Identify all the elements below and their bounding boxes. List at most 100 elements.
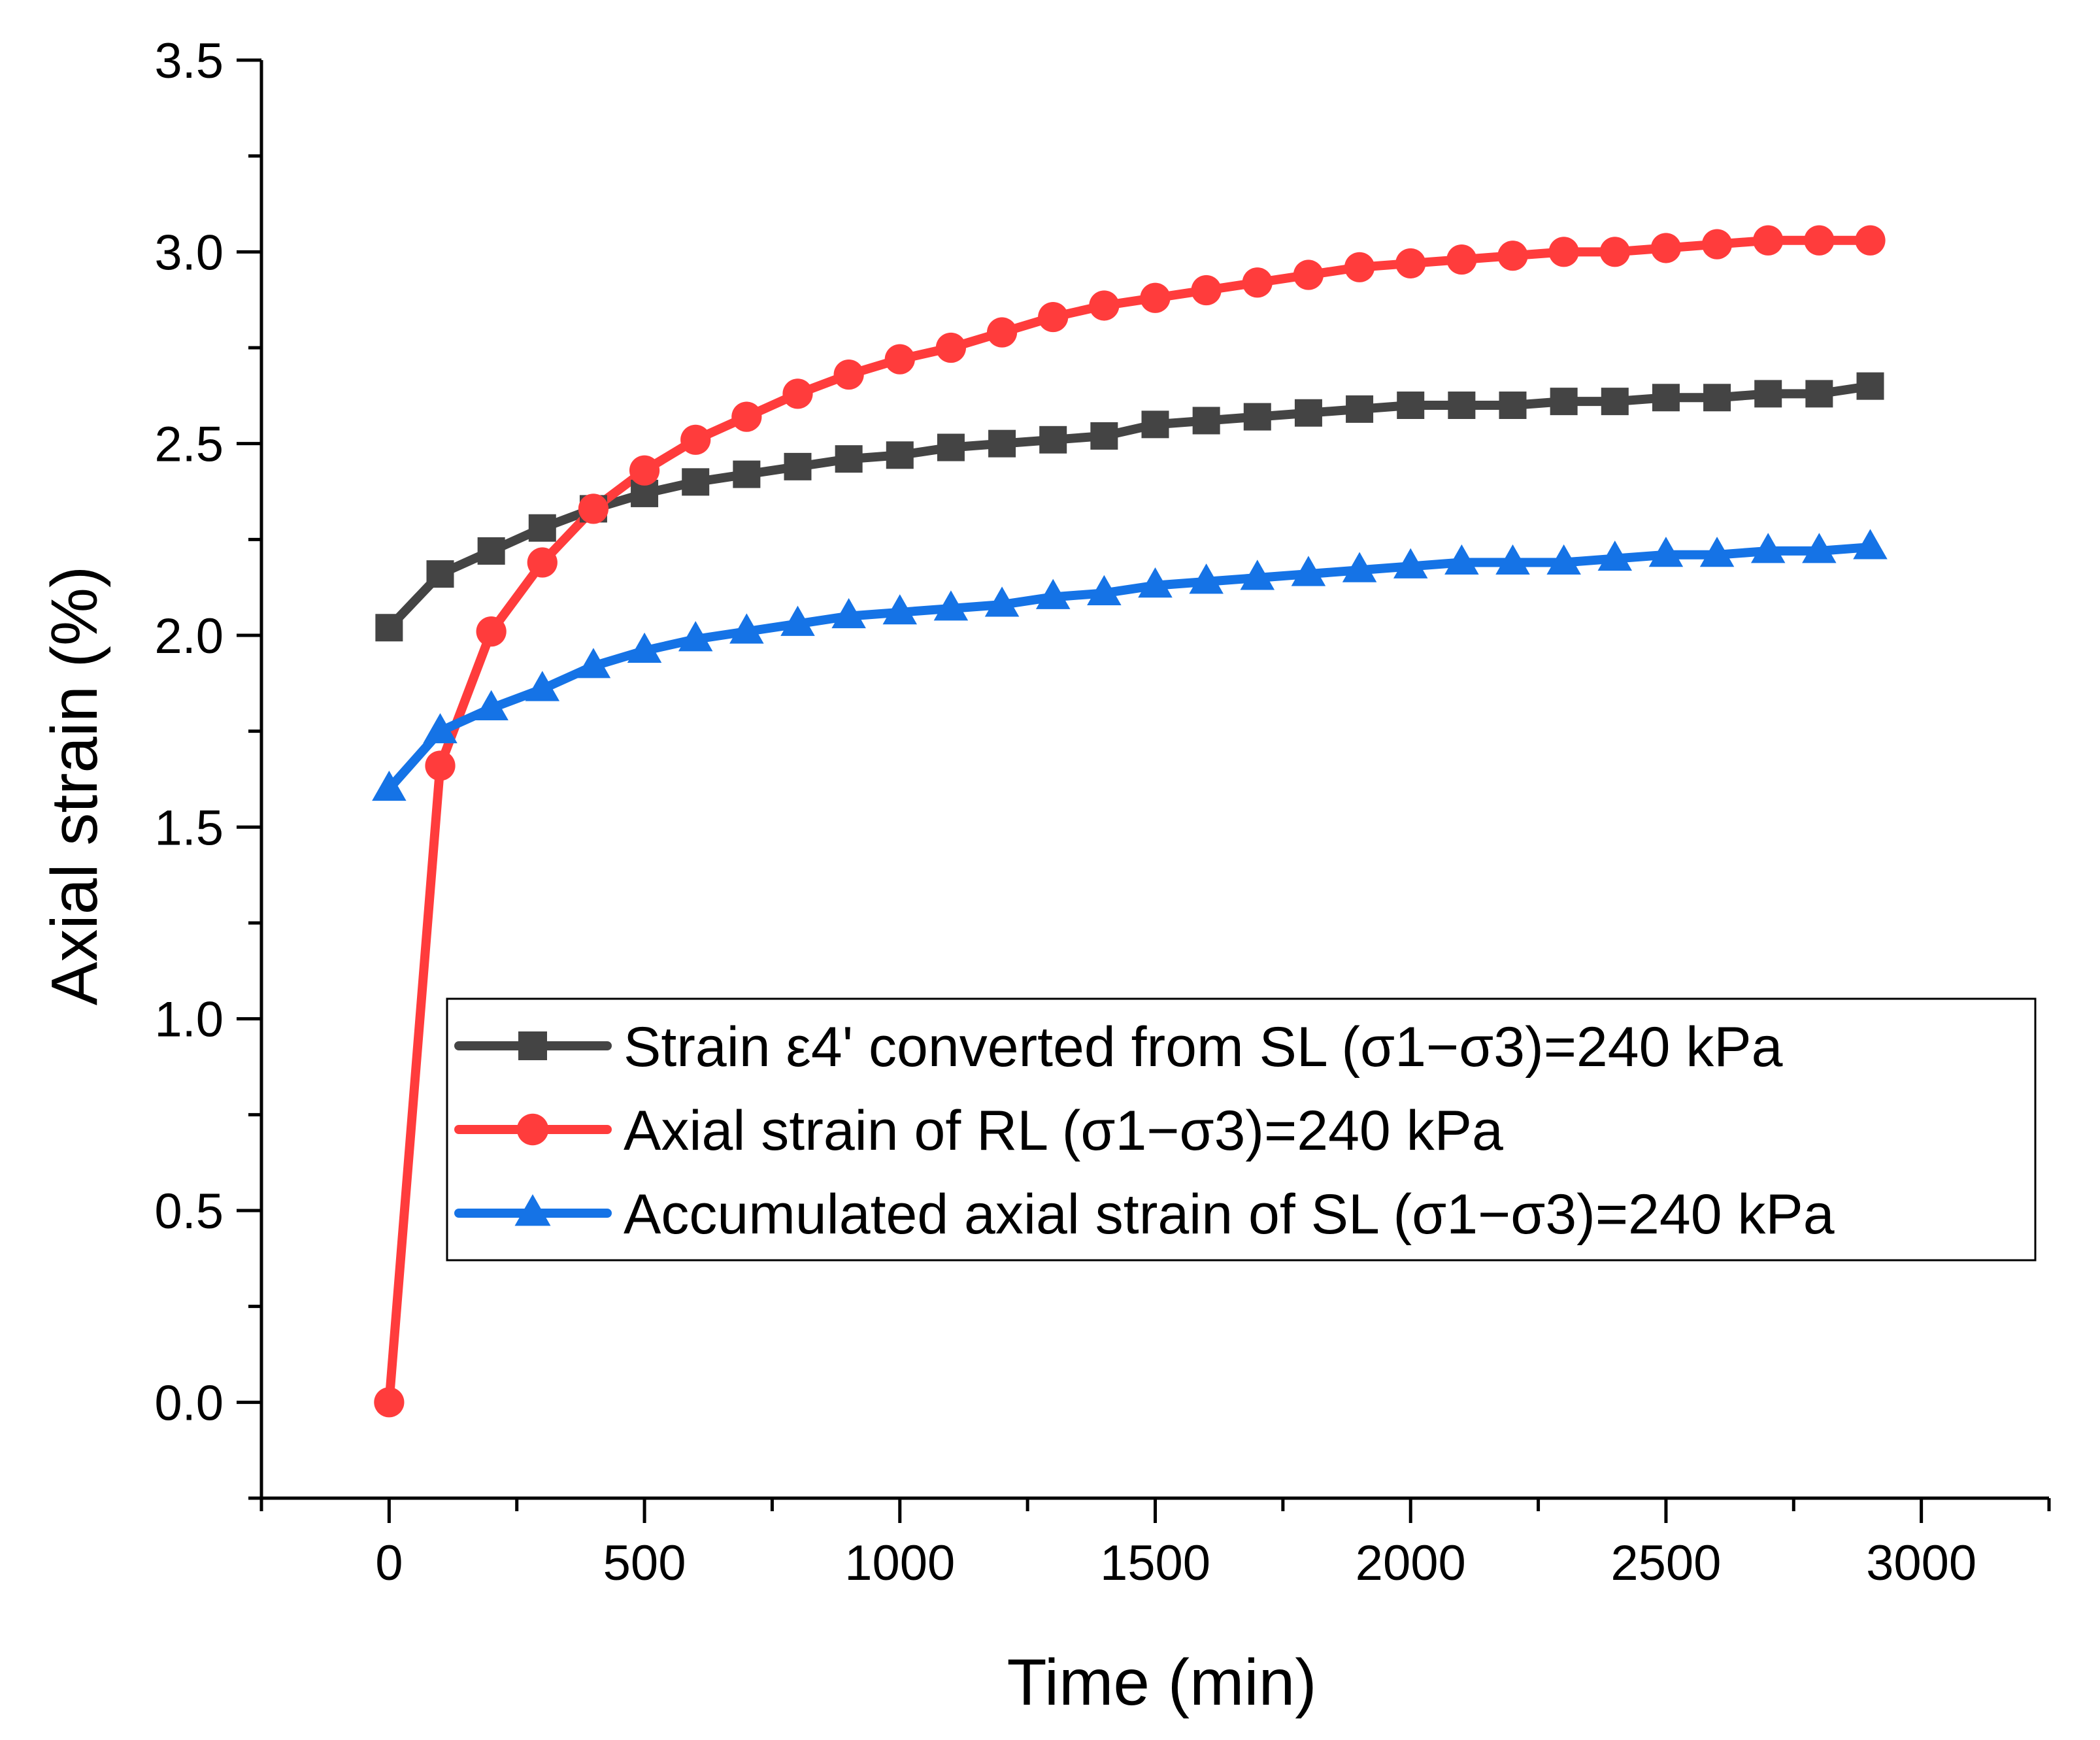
marker-triangle <box>1853 529 1888 560</box>
marker-triangle <box>474 690 508 720</box>
marker-circle <box>527 547 558 578</box>
marker-triangle <box>1546 544 1581 575</box>
marker-square <box>1448 392 1476 419</box>
marker-square <box>1192 407 1220 435</box>
y-tick-label: 1.0 <box>154 992 224 1048</box>
marker-square <box>1243 403 1271 431</box>
marker-triangle <box>729 613 764 644</box>
marker-triangle <box>1597 540 1633 571</box>
marker-circle <box>374 1387 405 1418</box>
x-tick-label: 0 <box>375 1535 403 1591</box>
marker-triangle <box>1495 544 1530 575</box>
marker-square <box>1703 384 1731 412</box>
marker-circle <box>425 750 456 781</box>
marker-square <box>426 560 454 588</box>
x-tick-label: 500 <box>603 1535 686 1591</box>
marker-square <box>988 429 1016 458</box>
marker-circle <box>1599 237 1630 267</box>
marker-circle <box>1446 244 1477 275</box>
marker-triangle <box>514 1194 551 1226</box>
marker-circle <box>578 494 609 524</box>
marker-square <box>1550 388 1578 416</box>
y-tick-label: 1.5 <box>154 800 224 856</box>
y-tick-label: 0.5 <box>154 1184 224 1239</box>
marker-circle <box>1395 248 1426 279</box>
marker-circle <box>1038 301 1069 333</box>
marker-triangle <box>525 671 560 701</box>
marker-circle <box>986 317 1018 348</box>
legend: Strain ε4' converted from SL (σ1−σ3)=240… <box>446 997 2037 1262</box>
marker-circle <box>884 344 915 375</box>
legend-label-3: Accumulated axial strain of SL (σ1−σ3)=2… <box>624 1183 1835 1246</box>
marker-square <box>1805 380 1833 408</box>
legend-box <box>446 997 2037 1262</box>
marker-square <box>1346 395 1374 423</box>
marker-triangle <box>576 648 611 678</box>
y-tick-label: 3.0 <box>154 225 224 280</box>
marker-circle <box>1701 229 1733 259</box>
y-axis-title: Axial strain (%) <box>38 566 111 1005</box>
marker-square <box>518 1031 547 1060</box>
x-tick-label: 1500 <box>1100 1535 1210 1591</box>
x-axis-title: Time (min) <box>1007 1646 1316 1719</box>
marker-circle <box>935 332 967 363</box>
marker-square <box>733 460 761 488</box>
marker-triangle <box>1802 533 1837 563</box>
marker-triangle <box>1699 537 1735 567</box>
marker-triangle <box>1087 575 1122 605</box>
marker-triangle <box>882 594 918 625</box>
x-tick-label: 1000 <box>844 1535 955 1591</box>
marker-triangle <box>678 621 713 652</box>
marker-circle <box>1548 237 1579 267</box>
marker-circle <box>1242 267 1273 298</box>
marker-triangle <box>1189 563 1224 594</box>
marker-square <box>1039 426 1067 454</box>
marker-square <box>1652 384 1680 412</box>
marker-square <box>784 452 812 480</box>
legend-label-1: Strain ε4' converted from SL (σ1−σ3)=240… <box>624 1016 1783 1079</box>
marker-square <box>477 537 505 565</box>
marker-square <box>1294 399 1322 427</box>
marker-square <box>1090 422 1118 450</box>
marker-circle <box>1191 275 1222 306</box>
marker-circle <box>476 616 507 647</box>
marker-circle <box>516 1113 549 1146</box>
marker-circle <box>1804 225 1835 256</box>
x-tick-label: 2000 <box>1356 1535 1466 1591</box>
marker-triangle <box>423 712 458 744</box>
series-markers <box>372 225 1888 1418</box>
marker-circle <box>1497 241 1528 271</box>
marker-triangle <box>1342 552 1377 582</box>
marker-square <box>1856 372 1884 400</box>
marker-circle <box>1344 252 1375 282</box>
marker-circle <box>1293 259 1324 290</box>
marker-square <box>1499 392 1527 419</box>
marker-square <box>1141 410 1169 439</box>
x-tick-label: 3000 <box>1866 1535 1976 1591</box>
marker-triangle <box>627 632 662 663</box>
marker-triangle <box>1393 548 1428 578</box>
marker-circle <box>1650 233 1682 263</box>
legend-label-2: Axial strain of RL (σ1−σ3)=240 kPa <box>624 1099 1503 1162</box>
marker-circle <box>1140 282 1171 313</box>
marker-triangle <box>1750 533 1786 563</box>
marker-circle <box>833 359 864 390</box>
y-tick-label: 2.5 <box>154 417 224 473</box>
marker-triangle <box>1444 544 1479 575</box>
marker-triangle <box>372 770 407 801</box>
marker-circle <box>731 401 762 432</box>
marker-square <box>886 441 914 469</box>
marker-circle <box>1089 290 1120 321</box>
marker-square <box>1601 388 1629 416</box>
marker-triangle <box>1291 556 1326 586</box>
marker-triangle <box>984 586 1020 617</box>
axes: 0.0 0.5 1.0 1.5 2.0 2.5 3.0 3.5 0 500 1000 1500 2000… <box>154 33 2051 1591</box>
marker-circle <box>782 378 813 409</box>
marker-square <box>937 433 965 461</box>
marker-triangle <box>780 605 815 636</box>
x-tick-label: 2500 <box>1610 1535 1721 1591</box>
marker-square <box>1397 392 1425 419</box>
marker-triangle <box>933 590 969 621</box>
